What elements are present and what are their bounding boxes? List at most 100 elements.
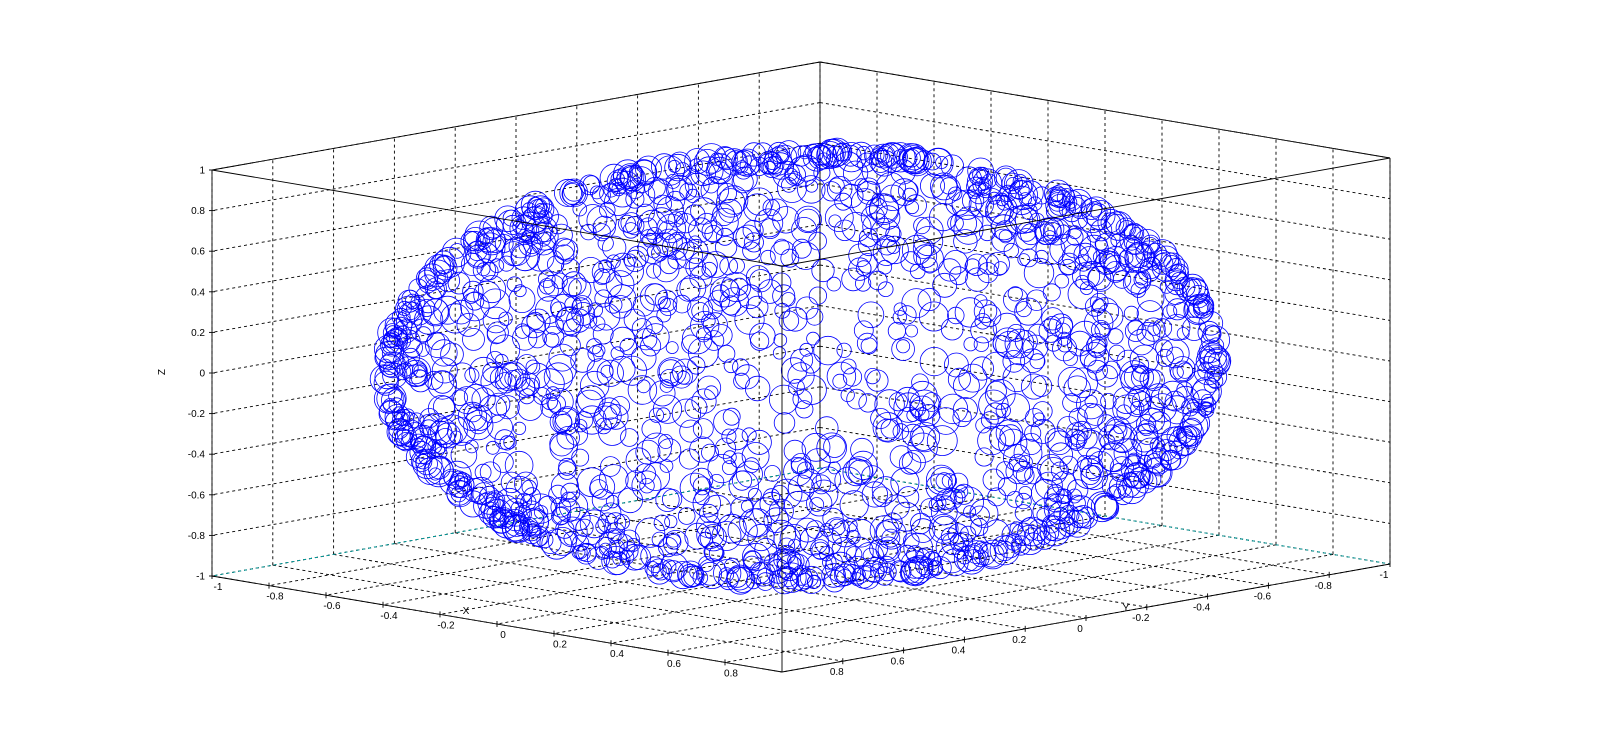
data-point <box>801 432 831 462</box>
data-point <box>832 151 863 182</box>
data-point <box>950 210 977 237</box>
data-point <box>1164 282 1187 305</box>
data-point <box>965 267 990 292</box>
data-point <box>598 259 612 274</box>
data-point <box>647 207 676 235</box>
box-edge <box>211 61 821 171</box>
data-point <box>754 537 778 561</box>
data-point <box>650 563 667 579</box>
data-point <box>609 355 636 383</box>
data-point <box>477 491 501 515</box>
data-point <box>905 324 918 338</box>
data-point <box>1118 246 1146 273</box>
data-point <box>941 487 964 510</box>
data-point <box>864 367 881 385</box>
data-point <box>1052 336 1078 362</box>
data-point <box>743 193 772 223</box>
data-point <box>690 160 716 187</box>
data-point <box>828 177 845 194</box>
data-point <box>462 477 487 503</box>
data-point <box>1169 356 1196 383</box>
data-point <box>907 380 938 411</box>
data-point <box>671 398 702 428</box>
data-point <box>1095 232 1118 255</box>
data-point <box>930 172 958 201</box>
data-point <box>568 277 592 301</box>
data-point <box>653 514 671 532</box>
data-point <box>521 521 542 542</box>
data-point <box>610 346 625 361</box>
data-point <box>947 367 971 391</box>
y-tick-label: -0.2 <box>437 620 455 631</box>
data-point <box>589 479 609 499</box>
data-point <box>592 323 614 345</box>
data-point <box>1036 508 1051 522</box>
data-point <box>797 175 826 204</box>
data-point <box>527 196 544 214</box>
data-point <box>821 563 846 588</box>
data-point <box>723 358 739 374</box>
data-point <box>589 315 606 332</box>
data-point <box>726 428 749 451</box>
data-point <box>547 214 568 235</box>
data-point <box>511 206 536 231</box>
data-point <box>620 212 643 234</box>
data-point <box>1103 416 1132 445</box>
data-point <box>1197 320 1221 344</box>
data-point <box>815 416 839 440</box>
data-point <box>678 563 703 588</box>
data-point <box>783 490 813 520</box>
data-point <box>1130 400 1145 415</box>
data-point <box>487 392 511 416</box>
data-point <box>1136 284 1165 313</box>
data-point <box>839 490 869 520</box>
data-point <box>516 372 541 397</box>
data-point <box>873 148 889 163</box>
data-point <box>911 373 929 392</box>
data-point <box>625 447 652 474</box>
data-point <box>1200 396 1217 413</box>
gridline <box>819 102 1391 200</box>
data-point <box>1152 318 1173 338</box>
data-point <box>1056 224 1071 239</box>
data-point <box>857 253 878 274</box>
data-point <box>580 370 610 401</box>
data-point <box>653 194 672 214</box>
data-point <box>900 251 921 272</box>
data-point <box>869 194 900 225</box>
data-point <box>1092 298 1107 314</box>
data-point <box>1159 279 1174 294</box>
data-point <box>554 178 583 207</box>
z-tick-label: 0 <box>199 369 205 380</box>
data-point <box>996 195 1012 211</box>
data-point <box>501 241 527 267</box>
data-point <box>1041 307 1065 331</box>
data-point <box>923 152 942 171</box>
y-tick-label: 0.6 <box>667 659 681 670</box>
data-point <box>517 395 544 421</box>
data-point <box>954 297 985 328</box>
data-point <box>726 564 753 591</box>
data-point <box>941 532 964 556</box>
x-tick-label: 0.4 <box>951 646 965 657</box>
data-point <box>531 230 556 256</box>
gridline <box>211 142 821 252</box>
data-point <box>1023 257 1055 289</box>
data-point <box>698 561 722 586</box>
data-point <box>1166 426 1188 447</box>
box-edge <box>819 61 1391 159</box>
data-point <box>900 562 922 584</box>
data-point <box>984 379 1016 410</box>
data-point <box>701 261 718 278</box>
data-point <box>987 487 1007 507</box>
data-point <box>631 318 653 340</box>
data-point <box>904 194 927 217</box>
data-point <box>918 301 949 332</box>
data-point <box>1142 237 1159 254</box>
data-point <box>476 262 491 277</box>
data-point <box>595 518 611 535</box>
data-point <box>1096 303 1124 330</box>
data-point <box>826 276 842 292</box>
data-point <box>897 305 917 325</box>
data-point <box>963 505 977 519</box>
